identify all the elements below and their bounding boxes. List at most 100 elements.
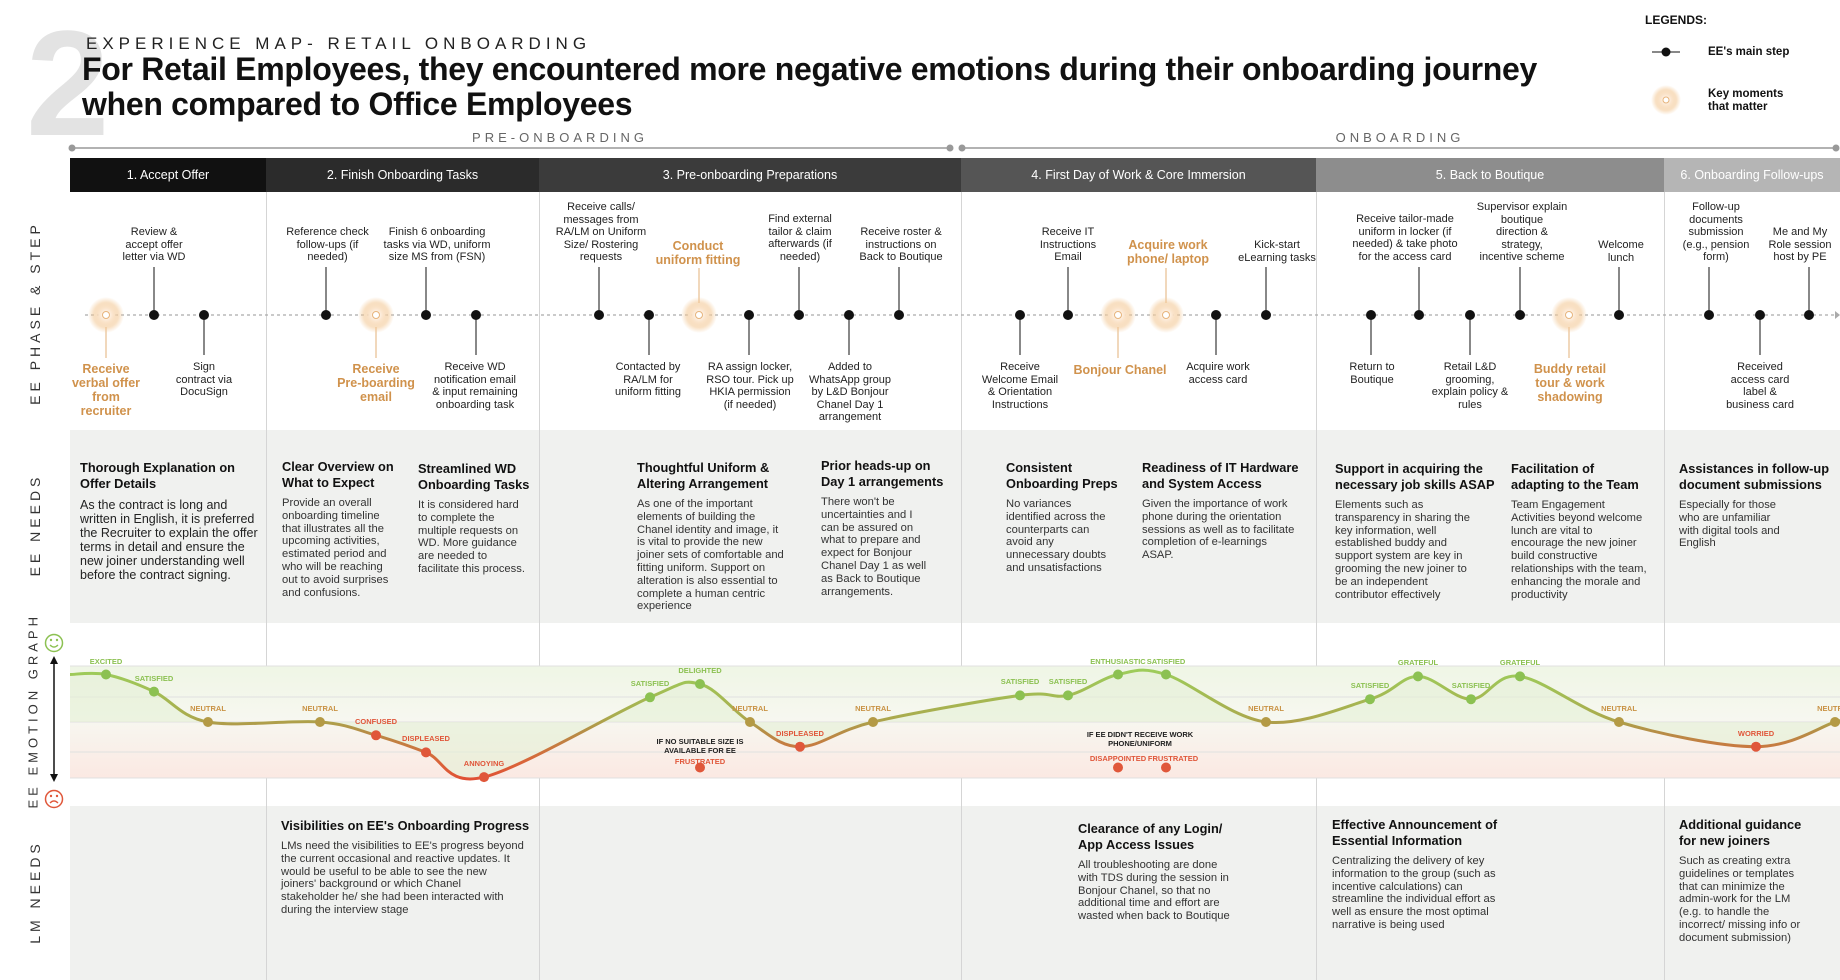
emotion-label: WORRIED: [1737, 728, 1775, 738]
emotion-point: [101, 669, 111, 680]
emotion-label: NEUTRAL: [1601, 704, 1637, 713]
emotion-area: [70, 670, 1840, 779]
legend-main-step-label: EE's main step: [1708, 46, 1790, 58]
step-review-offer: Review & accept offer letter via WD: [122, 226, 186, 263]
step-sign-contract: Sign contract via DocuSign: [175, 361, 233, 398]
step-dot: [1755, 310, 1765, 320]
emotion-point: [1515, 671, 1525, 682]
legend-key-moments-label: Key moments that matter: [1708, 88, 1783, 114]
emotion-points: [101, 669, 1840, 783]
emotion-point: [1830, 717, 1840, 727]
ee-need-5: Prior heads-up on Day 1 arrangements The…: [821, 458, 961, 598]
ee-need-3-body: It is considered hard to complete the mu…: [418, 499, 525, 575]
step-return-boutique: Return to Boutique: [1349, 361, 1395, 386]
emotion-point: [479, 772, 489, 783]
lm-need-3: Effective Announcement of Essential Info…: [1332, 817, 1522, 932]
step-dot: [844, 310, 854, 320]
legend-key-line-2: that matter: [1708, 101, 1768, 113]
step-dot: [744, 310, 754, 320]
step-it-email: Receive IT Instructions Email: [1039, 226, 1097, 263]
emotion-point: [1466, 694, 1476, 705]
step-buddy-tour: Buddy retail tour & work shadowing: [1533, 362, 1607, 404]
lm-need-2: Clearance of any Login/ App Access Issue…: [1078, 821, 1253, 923]
emotion-label: SATISFIED: [134, 673, 174, 683]
step-dot: [1261, 310, 1271, 320]
emotion-label: NEUTRAL: [1817, 704, 1840, 713]
note-no-size: IF NO SUITABLE SIZE IS AVAILABLE FOR EE: [620, 737, 780, 755]
step-retail-grooming: Retail L&D grooming, explain policy & ru…: [1431, 361, 1509, 411]
separator: [266, 192, 267, 980]
note-no-phone: IF EE DIDN'T RECEIVE WORK PHONE/UNIFORM: [1060, 730, 1220, 748]
lm-needs-band: [70, 806, 1840, 980]
step-dot: [1704, 310, 1714, 320]
ee-needs-band: [70, 430, 1840, 623]
lm-need-1-body: LMs need the visibilities to EE's progre…: [281, 840, 524, 916]
legend-key-line-1: Key moments: [1708, 88, 1784, 100]
emotion-label: NEUTRAL: [190, 704, 226, 713]
step-received-card: Received access card label & business ca…: [1726, 361, 1794, 411]
emotion-label: NEUTRAL: [1248, 704, 1284, 713]
emotion-point: [645, 692, 655, 703]
ee-need-8-title: Support in acquiring the necessary job s…: [1335, 461, 1495, 492]
step-dot: [894, 310, 904, 320]
section-number: 2: [26, 0, 109, 167]
emotion-label: SATISFIED: [630, 679, 670, 689]
ee-need-1: Thorough Explanation on Offer Details As…: [80, 460, 270, 582]
step-receive-roster: Receive roster & instructions on Back to…: [859, 226, 943, 263]
emotion-side-point: [1113, 762, 1123, 773]
step-dot: [1804, 310, 1814, 320]
key-moment-dot: [372, 311, 380, 319]
emotion-label: NEUTRAL: [302, 704, 338, 713]
ee-need-1-body: As the contract is long and written in E…: [80, 498, 258, 582]
ee-need-9: Facilitation of adapting to the Team Tea…: [1511, 461, 1666, 601]
ee-need-5-body: There won't be uncertainties and I can b…: [821, 496, 927, 598]
ee-need-3-title: Streamlined WD Onboarding Tasks: [418, 461, 530, 492]
ee-need-2-body: Provide an overall onboarding timeline t…: [282, 497, 389, 599]
step-conduct-fitting: Conduct uniform fitting: [655, 239, 741, 267]
step-dot: [1414, 310, 1424, 320]
ee-need-10-body: Especially for those who are unfamiliar …: [1679, 499, 1780, 550]
emotion-point: [1261, 717, 1271, 727]
stage-header-4: 4. First Day of Work & Core Immersion: [961, 158, 1316, 192]
emotion-point: [1413, 671, 1423, 682]
emotion-point: [1113, 669, 1123, 680]
sad-face-icon: [44, 789, 64, 809]
emotion-label: GRATEFUL: [1397, 658, 1439, 668]
ee-need-7-title: Readiness of IT Hardware and System Acce…: [1142, 460, 1299, 491]
step-wd-notification: Receive WD notification email & input re…: [432, 361, 518, 411]
lm-need-2-title: Clearance of any Login/ App Access Issue…: [1078, 821, 1223, 852]
emotion-label: SATISFIED: [1000, 677, 1040, 687]
ee-need-2-title: Clear Overview on What to Expect: [282, 459, 394, 490]
emotion-label: EXCITED: [89, 656, 123, 666]
key-moment-dot: [1162, 311, 1170, 319]
ee-need-2: Clear Overview on What to Expect Provide…: [282, 459, 412, 599]
emotion-label: ANNOYING: [463, 759, 505, 769]
ee-need-4: Thoughtful Uniform & Altering Arrangemen…: [637, 460, 807, 613]
title-line-1: For Retail Employees, they encountered m…: [82, 51, 1538, 87]
emotion-label: SATISFIED: [1451, 681, 1491, 691]
separator: [961, 192, 962, 980]
lm-need-2-body: All troubleshooting are done with TDS du…: [1078, 859, 1230, 923]
ee-need-10-title: Assistances in follow-up document submis…: [1679, 461, 1830, 492]
page-title: For Retail Employees, they encountered m…: [82, 52, 1622, 122]
emotion-label: CONFUSED: [354, 717, 398, 727]
emotion-point: [1365, 694, 1375, 705]
ee-need-10: Assistances in follow-up document submis…: [1679, 461, 1839, 550]
step-dot: [1211, 310, 1221, 320]
ee-need-7-body: Given the importance of work phone durin…: [1142, 498, 1295, 562]
title-line-2: when compared to Office Employees: [82, 86, 633, 122]
emotion-side-point: [1161, 762, 1171, 773]
happy-face-icon: [44, 633, 64, 653]
lm-need-3-title: Effective Announcement of Essential Info…: [1332, 817, 1498, 848]
ee-need-7: Readiness of IT Hardware and System Acce…: [1142, 460, 1317, 562]
step-dot: [1015, 310, 1025, 320]
step-contacted-fitting: Contacted by RA/LM for uniform fitting: [614, 361, 682, 398]
step-dot: [421, 310, 431, 320]
step-welcome-lunch: Welcome lunch: [1598, 239, 1644, 264]
ee-need-9-title: Facilitation of adapting to the Team: [1511, 461, 1639, 492]
note-frustrated: FRUSTRATED: [674, 757, 726, 766]
emotion-point: [1161, 669, 1171, 680]
note-no-phone-line-2: PHONE/UNIFORM: [1108, 739, 1172, 748]
ee-need-6: Consistent Onboarding Preps No variances…: [1006, 460, 1136, 575]
stage-header-3: 3. Pre-onboarding Preparations: [539, 158, 961, 192]
